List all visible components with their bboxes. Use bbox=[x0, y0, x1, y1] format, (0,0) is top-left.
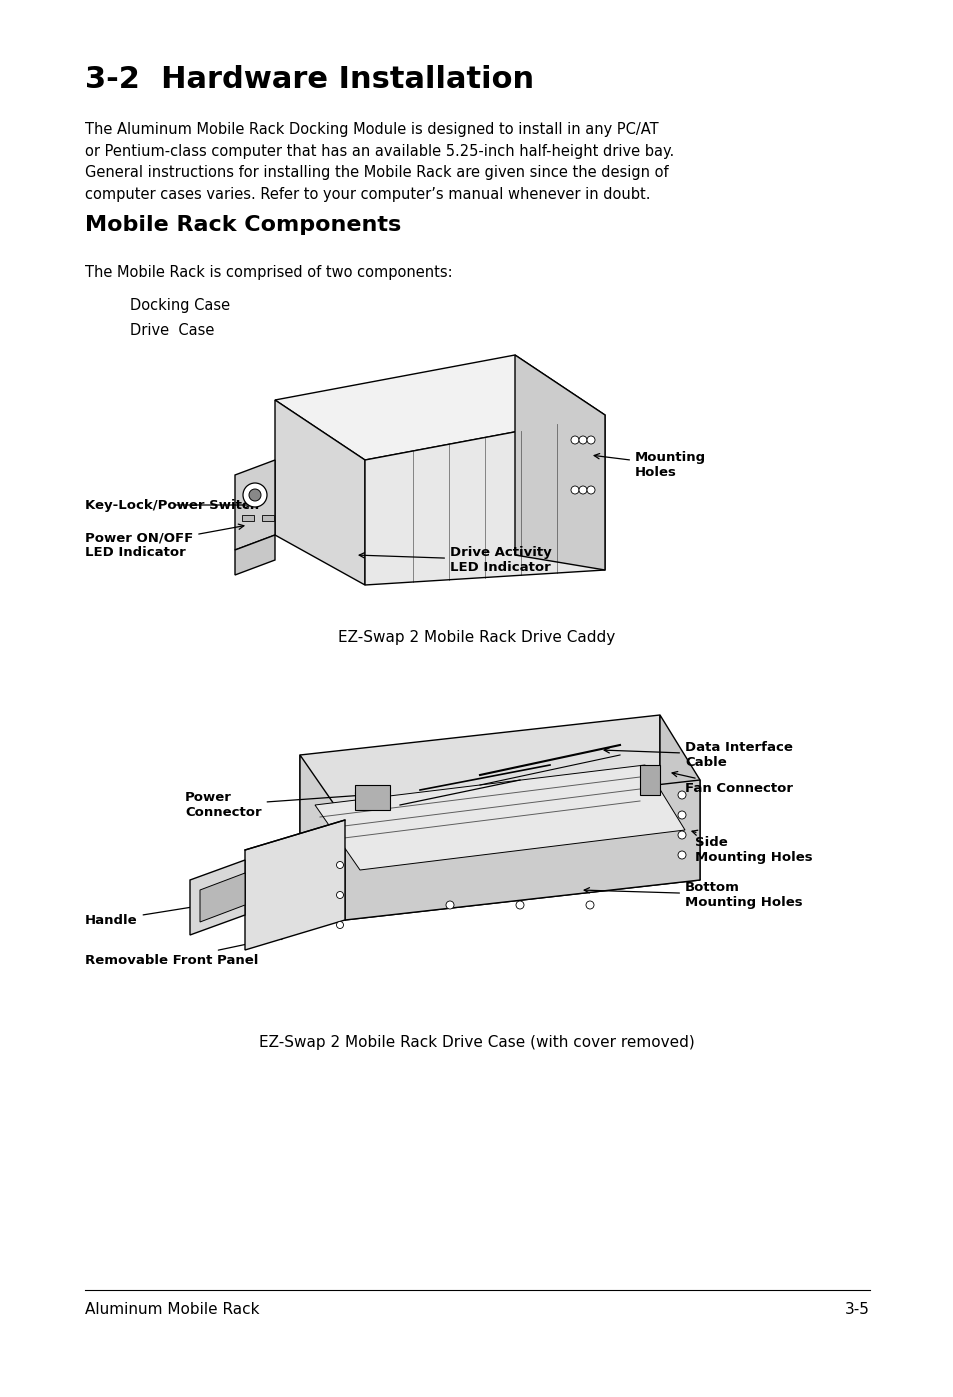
Text: General instructions for installing the Mobile Rack are given since the design o: General instructions for installing the … bbox=[85, 165, 668, 180]
Circle shape bbox=[446, 901, 454, 909]
Text: Handle: Handle bbox=[85, 904, 201, 926]
Text: Data Interface
Cable: Data Interface Cable bbox=[603, 740, 792, 768]
Circle shape bbox=[578, 486, 586, 495]
Circle shape bbox=[571, 436, 578, 444]
Circle shape bbox=[571, 486, 578, 495]
Polygon shape bbox=[190, 861, 245, 935]
Circle shape bbox=[336, 891, 343, 898]
Bar bbox=[262, 515, 274, 521]
Bar bbox=[242, 515, 253, 521]
Text: Docking Case: Docking Case bbox=[130, 298, 230, 313]
Polygon shape bbox=[365, 415, 604, 585]
Text: or Pentium-class computer that has an available 5.25-inch half-height drive bay.: or Pentium-class computer that has an av… bbox=[85, 144, 674, 158]
Text: 3-2  Hardware Installation: 3-2 Hardware Installation bbox=[85, 66, 534, 94]
Circle shape bbox=[243, 483, 267, 507]
Text: Bottom
Mounting Holes: Bottom Mounting Holes bbox=[583, 882, 801, 909]
Circle shape bbox=[586, 486, 595, 495]
Circle shape bbox=[678, 831, 685, 840]
Circle shape bbox=[586, 436, 595, 444]
Polygon shape bbox=[314, 766, 684, 870]
Circle shape bbox=[578, 436, 586, 444]
Text: The Aluminum Mobile Rack Docking Module is designed to install in any PC/AT: The Aluminum Mobile Rack Docking Module … bbox=[85, 122, 658, 137]
Text: Drive  Case: Drive Case bbox=[130, 323, 214, 338]
Polygon shape bbox=[200, 873, 245, 922]
Polygon shape bbox=[515, 355, 604, 570]
Text: Power
Connector: Power Connector bbox=[185, 791, 360, 819]
Circle shape bbox=[249, 489, 261, 502]
Text: Mobile Rack Components: Mobile Rack Components bbox=[85, 215, 401, 235]
Circle shape bbox=[516, 901, 523, 909]
Text: The Mobile Rack is comprised of two components:: The Mobile Rack is comprised of two comp… bbox=[85, 265, 452, 279]
Text: Drive Activity
LED Indicator: Drive Activity LED Indicator bbox=[358, 546, 551, 574]
Polygon shape bbox=[299, 814, 700, 921]
Polygon shape bbox=[274, 400, 365, 585]
Bar bbox=[639, 766, 659, 795]
Text: Fan Connector: Fan Connector bbox=[671, 771, 792, 795]
Text: Side
Mounting Holes: Side Mounting Holes bbox=[691, 830, 812, 863]
Text: computer cases varies. Refer to your computer’s manual whenever in doubt.: computer cases varies. Refer to your com… bbox=[85, 187, 650, 201]
Bar bbox=[355, 785, 390, 810]
Polygon shape bbox=[274, 355, 604, 460]
Polygon shape bbox=[299, 715, 659, 855]
Polygon shape bbox=[245, 820, 345, 950]
Circle shape bbox=[678, 812, 685, 819]
Text: Removable Front Panel: Removable Front Panel bbox=[85, 935, 286, 967]
Polygon shape bbox=[234, 460, 274, 550]
Circle shape bbox=[585, 901, 594, 909]
Circle shape bbox=[678, 791, 685, 799]
Text: Power ON/OFF
LED Indicator: Power ON/OFF LED Indicator bbox=[85, 524, 244, 559]
Polygon shape bbox=[659, 715, 700, 880]
Text: EZ-Swap 2 Mobile Rack Drive Case (with cover removed): EZ-Swap 2 Mobile Rack Drive Case (with c… bbox=[259, 1035, 694, 1051]
Circle shape bbox=[336, 922, 343, 929]
Circle shape bbox=[678, 851, 685, 859]
Polygon shape bbox=[345, 780, 700, 921]
Text: Mounting
Holes: Mounting Holes bbox=[594, 451, 705, 479]
Polygon shape bbox=[234, 535, 274, 576]
Text: Aluminum Mobile Rack: Aluminum Mobile Rack bbox=[85, 1302, 259, 1317]
Polygon shape bbox=[299, 754, 345, 921]
Text: Key-Lock/Power Switch: Key-Lock/Power Switch bbox=[85, 499, 259, 511]
Circle shape bbox=[336, 862, 343, 869]
Text: 3-5: 3-5 bbox=[844, 1302, 869, 1317]
Text: EZ-Swap 2 Mobile Rack Drive Caddy: EZ-Swap 2 Mobile Rack Drive Caddy bbox=[338, 630, 615, 645]
